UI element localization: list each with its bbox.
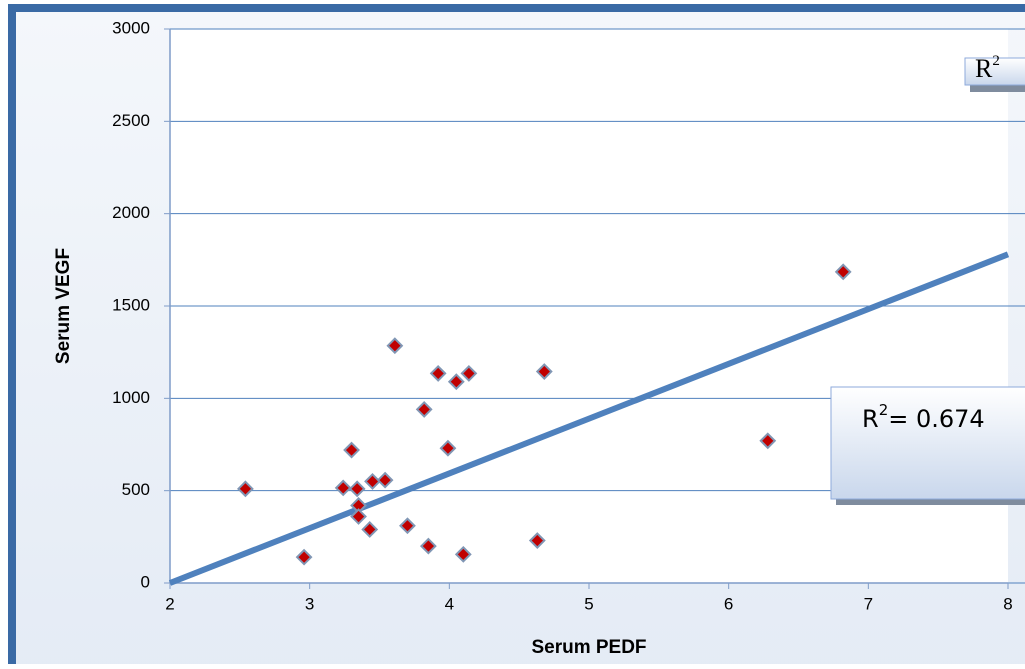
point xyxy=(454,545,472,563)
y-axis-label: Serum VEGF xyxy=(53,248,74,364)
annotation-base: R xyxy=(862,405,879,433)
y-tick-label: 2500 xyxy=(112,111,150,130)
point xyxy=(528,532,546,549)
point xyxy=(399,517,416,535)
marks xyxy=(168,251,1010,586)
point xyxy=(439,439,457,457)
annotation-box: R2 xyxy=(964,53,1025,92)
point xyxy=(386,337,404,355)
annotation-sup: 2 xyxy=(992,53,1000,69)
x-tick-label: 2 xyxy=(165,594,174,613)
y-tick-label: 2000 xyxy=(112,203,150,222)
point xyxy=(419,537,437,555)
annotation-sup: 2 xyxy=(879,401,889,419)
point xyxy=(295,548,313,566)
x-tick-label: 7 xyxy=(864,594,873,613)
annotation-text: R2= 0.674 xyxy=(862,401,985,434)
point xyxy=(460,364,478,382)
y-tick-label: 0 xyxy=(141,572,150,591)
point xyxy=(348,480,366,498)
annotation-base: R xyxy=(975,54,993,83)
point xyxy=(535,363,553,380)
x-tick-label: 3 xyxy=(305,594,314,613)
x-tick-label: 8 xyxy=(1003,594,1012,613)
annotation-box: R2= 0.674 xyxy=(830,386,1025,505)
y-tick-label: 1500 xyxy=(112,295,150,314)
point xyxy=(237,480,254,498)
x-tick-label: 5 xyxy=(584,594,593,613)
point xyxy=(447,373,465,391)
y-tick-label: 1000 xyxy=(112,388,150,407)
x-tick-label: 4 xyxy=(445,594,454,613)
point xyxy=(350,508,367,525)
point xyxy=(834,263,852,281)
point xyxy=(429,364,447,382)
x-axis-label: Serum PEDF xyxy=(531,637,646,658)
x-tick-label: 6 xyxy=(724,594,733,613)
point xyxy=(361,521,379,538)
point xyxy=(376,471,394,489)
point xyxy=(759,432,777,450)
point xyxy=(334,479,352,497)
trend-line xyxy=(168,251,1010,586)
box xyxy=(830,386,1025,500)
point xyxy=(343,441,360,459)
annotation-value: = 0.674 xyxy=(888,405,984,433)
point xyxy=(364,473,381,490)
annotation-text: R2 xyxy=(975,53,1000,83)
point xyxy=(415,400,433,418)
y-tick-label: 3000 xyxy=(112,18,150,37)
ticks: 0 500 1000 1500 2000 2500 3000 2 3 4 5 6 7 8 xyxy=(112,18,1013,613)
y-tick-label: 500 xyxy=(122,480,150,499)
box xyxy=(964,57,1025,86)
